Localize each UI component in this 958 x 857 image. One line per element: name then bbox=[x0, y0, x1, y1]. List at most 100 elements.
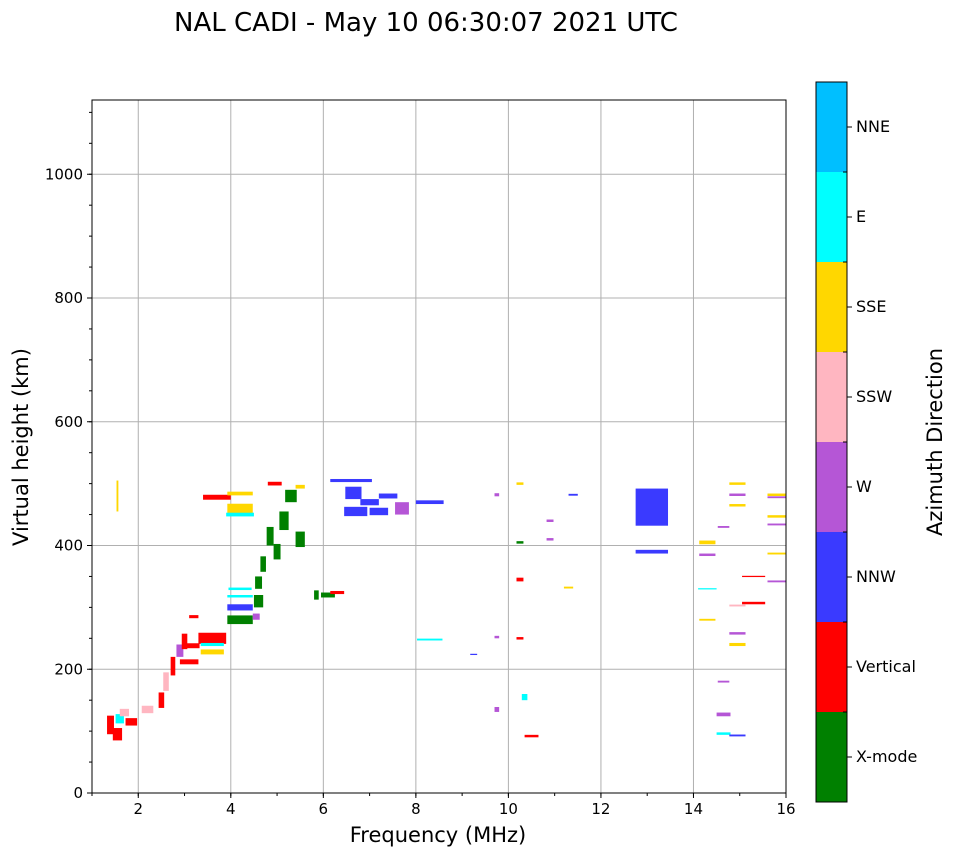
echo-point bbox=[228, 587, 252, 591]
echo-point bbox=[729, 604, 746, 607]
plot-area: 2 4 6 8 10 12 14 16 0 200 400 600 800 1000 bbox=[45, 99, 796, 818]
echo-point bbox=[116, 480, 119, 512]
gridlines bbox=[92, 100, 787, 794]
echo-point bbox=[125, 718, 138, 726]
echo-point bbox=[255, 576, 263, 589]
echo-point bbox=[635, 488, 669, 526]
echo-point bbox=[227, 595, 253, 598]
echo-point bbox=[729, 482, 746, 485]
echo-point bbox=[395, 502, 409, 515]
y-tick-label: 1000 bbox=[45, 165, 83, 183]
echo-point bbox=[330, 478, 372, 483]
echo-point bbox=[260, 556, 266, 572]
echo-point bbox=[330, 590, 345, 595]
echo-point bbox=[252, 613, 260, 620]
echo-point bbox=[699, 553, 716, 557]
x-axis-label: Frequency (MHz) bbox=[350, 823, 526, 847]
colorbar-category-label: NNW bbox=[856, 567, 896, 586]
echo-point bbox=[546, 538, 554, 541]
echo-point bbox=[360, 499, 379, 506]
echo-point bbox=[267, 481, 282, 486]
echo-point bbox=[266, 526, 274, 546]
echo-point bbox=[203, 494, 231, 500]
y-tick-label: 600 bbox=[54, 413, 83, 431]
echo-point bbox=[295, 484, 305, 489]
x-axis-ticks: 2 4 6 8 10 12 14 16 bbox=[91, 793, 796, 818]
echo-point bbox=[516, 482, 524, 485]
echo-point bbox=[107, 715, 114, 735]
echo-point bbox=[494, 493, 500, 497]
echo-point bbox=[524, 734, 539, 738]
echo-point bbox=[378, 493, 398, 499]
x-tick-label: 6 bbox=[319, 800, 329, 818]
echo-point bbox=[729, 504, 746, 507]
echo-point bbox=[767, 515, 786, 518]
echo-point bbox=[141, 705, 154, 714]
echo-point bbox=[521, 694, 528, 701]
y-tick-label: 200 bbox=[54, 660, 83, 678]
colorbar-segment bbox=[816, 622, 847, 712]
echo-point bbox=[285, 489, 297, 503]
colorbar-segment bbox=[816, 442, 847, 532]
echo-point bbox=[742, 575, 766, 578]
echo-point bbox=[415, 500, 444, 505]
echo-point bbox=[181, 633, 188, 650]
echo-point bbox=[516, 541, 524, 544]
colorbar-category-label: SSW bbox=[856, 387, 892, 406]
echo-point bbox=[321, 592, 335, 598]
colorbar-category-label: W bbox=[856, 477, 872, 496]
echo-point bbox=[767, 496, 786, 499]
echo-point bbox=[295, 531, 305, 548]
colorbar-segment bbox=[816, 712, 847, 802]
echo-point bbox=[253, 595, 264, 608]
echo-point bbox=[568, 493, 578, 496]
echo-point bbox=[516, 577, 524, 582]
colorbar-segment bbox=[816, 172, 847, 262]
echo-point bbox=[189, 615, 199, 619]
echo-point bbox=[742, 601, 766, 605]
y-tick-label: 800 bbox=[54, 289, 83, 307]
y-axis-label: Virtual height (km) bbox=[9, 348, 33, 546]
echo-point bbox=[170, 656, 176, 676]
echo-point bbox=[717, 526, 730, 528]
echo-point bbox=[417, 638, 443, 641]
y-axis-ticks: 0 200 400 600 800 1000 bbox=[45, 111, 92, 802]
echo-point bbox=[158, 692, 165, 708]
echo-point bbox=[163, 672, 169, 691]
colorbar-label: Azimuth Direction bbox=[923, 348, 947, 536]
echo-point bbox=[494, 706, 500, 712]
echo-point bbox=[183, 643, 200, 649]
chart-title: NAL CADI - May 10 06:30:07 2021 UTC bbox=[174, 8, 678, 38]
echo-point bbox=[716, 712, 731, 717]
echo-point bbox=[729, 734, 746, 737]
x-tick-label: 16 bbox=[776, 800, 795, 818]
echo-point bbox=[546, 519, 554, 522]
x-tick-label: 12 bbox=[591, 800, 610, 818]
colorbar-category-label: Vertical bbox=[856, 657, 916, 676]
echo-point bbox=[115, 714, 124, 724]
x-tick-label: 2 bbox=[133, 800, 143, 818]
echo-point bbox=[699, 540, 716, 545]
echo-point bbox=[563, 586, 574, 589]
echo-point bbox=[227, 604, 253, 611]
echo-point bbox=[227, 615, 253, 625]
echo-point bbox=[767, 580, 786, 583]
echo-point bbox=[179, 659, 199, 665]
x-tick-label: 8 bbox=[411, 800, 421, 818]
echo-point bbox=[729, 493, 746, 496]
x-tick-label: 4 bbox=[226, 800, 236, 818]
echo-point bbox=[176, 644, 184, 657]
echo-point bbox=[345, 486, 362, 500]
echo-point bbox=[729, 642, 746, 647]
echo-point bbox=[717, 680, 730, 683]
plot-background bbox=[92, 100, 786, 793]
echo-point bbox=[314, 590, 319, 600]
colorbar-category-label: NNE bbox=[856, 117, 890, 136]
colorbar-segment bbox=[816, 532, 847, 622]
echo-point bbox=[494, 635, 500, 639]
echo-point bbox=[698, 588, 717, 590]
echo-point bbox=[279, 511, 289, 531]
echo-point bbox=[767, 493, 786, 496]
echo-point bbox=[767, 523, 786, 526]
